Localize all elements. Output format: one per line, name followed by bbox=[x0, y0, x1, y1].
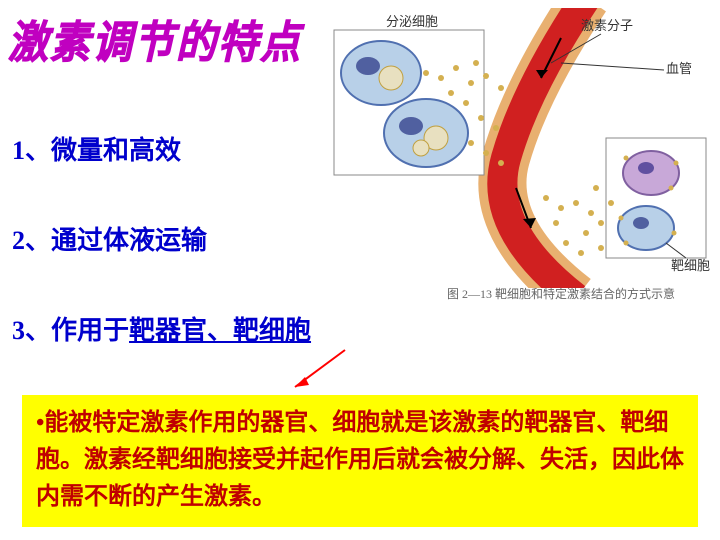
bullet-point-3: 3、作用于靶器官、靶细胞 bbox=[12, 310, 311, 347]
label-secretory-cell: 分泌细胞 bbox=[386, 14, 438, 29]
label-vessel: 血管 bbox=[666, 61, 692, 76]
point3-underline: 靶器官、靶细胞 bbox=[129, 316, 311, 345]
bullet-point-2: 2、通过体液运输 bbox=[12, 220, 207, 257]
highlight-note: •能被特定激素作用的器官、细胞就是该激素的靶器官、靶细胞。激素经靶细胞接受并起作… bbox=[22, 395, 698, 527]
slide-title: 激素调节的特点 bbox=[8, 7, 302, 71]
bullet-point-1: 1、微量和高效 bbox=[12, 130, 181, 167]
diagram-caption: 图 2—13 靶细胞和特定激素结合的方式示意 bbox=[447, 285, 675, 302]
label-target-cell: 靶细胞 bbox=[671, 258, 710, 273]
point3-prefix: 3、作用于 bbox=[12, 316, 129, 345]
label-hormone: 激素分子 bbox=[581, 18, 633, 33]
callout-arrow-icon bbox=[285, 345, 355, 395]
hormone-diagram: 分泌细胞 激素分子 血管 靶细胞 bbox=[326, 8, 712, 288]
